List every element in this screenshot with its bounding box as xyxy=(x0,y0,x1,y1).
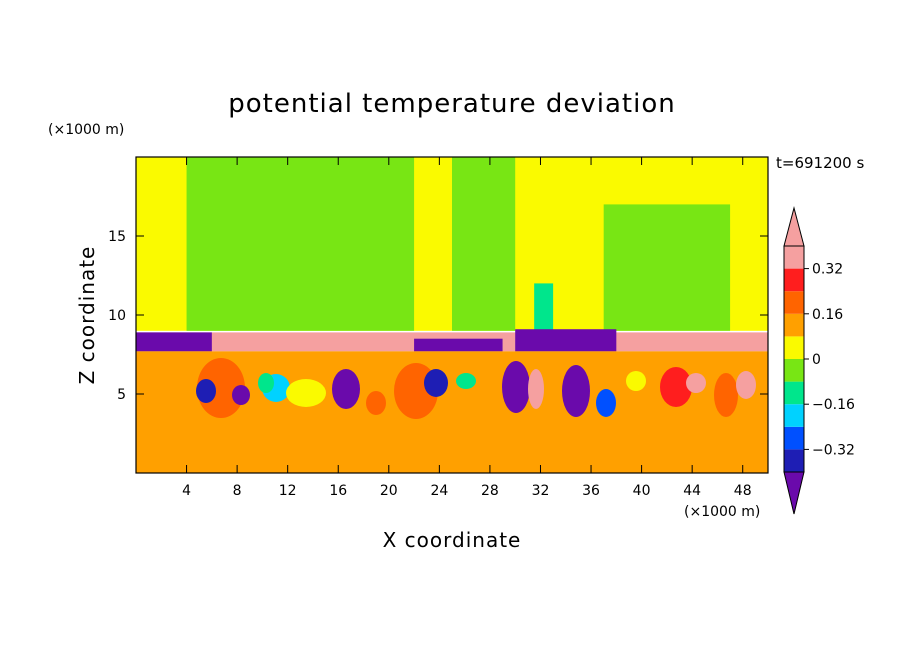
colorbar-segment xyxy=(784,268,804,292)
eddy-6 xyxy=(366,391,386,415)
y-axis: 5 10 15 xyxy=(108,229,768,403)
eddy-18 xyxy=(456,373,476,389)
colorbar-segment xyxy=(784,291,804,314)
y-tick-label: 15 xyxy=(108,229,126,245)
eddy-13 xyxy=(660,367,692,407)
region-upper-right-plume xyxy=(603,204,731,331)
colorbar-label: 0.16 xyxy=(812,307,843,323)
x-tick-label: 40 xyxy=(633,483,651,499)
region-cold-lid-right xyxy=(515,329,617,352)
x-axis-label: X coordinate xyxy=(383,528,522,552)
colorbar-segment xyxy=(784,336,804,359)
eddy-17 xyxy=(258,373,274,393)
colorbar-segment xyxy=(784,449,804,472)
colorbar-segment xyxy=(784,381,804,405)
y-unit-label: (×1000 m) xyxy=(48,122,124,138)
eddy-16 xyxy=(736,371,756,399)
colorbar-label: −0.32 xyxy=(812,442,855,458)
colorbar-extend-bottom xyxy=(783,471,805,515)
eddy-5 xyxy=(332,369,360,409)
x-tick-label: 12 xyxy=(279,483,297,499)
colorbar-segment xyxy=(784,404,804,427)
x-axis: 4 8 12 16 20 24 28 32 36 40 44 48 xyxy=(182,157,752,499)
region-cyan-anomaly xyxy=(534,283,554,331)
x-tick-label: 28 xyxy=(481,483,499,499)
eddy-2 xyxy=(232,385,250,405)
colorbar-label: −0.16 xyxy=(812,397,855,413)
eddy-0 xyxy=(197,358,245,418)
region-boundary-layer xyxy=(136,351,768,473)
colorbar: 0.32 0.16 0 −0.16 −0.32 xyxy=(783,206,855,515)
chart-title: potential temperature deviation xyxy=(228,89,675,119)
colorbar-label: 0 xyxy=(812,352,821,368)
region-upper-left-plume xyxy=(186,157,415,331)
x-tick-label: 32 xyxy=(532,483,550,499)
eddy-14 xyxy=(686,373,706,393)
colorbar-segment xyxy=(784,313,804,337)
y-axis-label: Z coordinate xyxy=(75,246,99,385)
colorbar-segment xyxy=(784,359,804,382)
colorbar-extend-top xyxy=(783,206,805,247)
colorbar-label: 0.32 xyxy=(812,262,843,278)
colorbar-segment xyxy=(784,246,804,269)
x-tick-label: 44 xyxy=(683,483,701,499)
x-tick-label: 36 xyxy=(582,483,600,499)
x-tick-label: 4 xyxy=(182,483,191,499)
region-cold-lid-left xyxy=(136,332,212,352)
time-label: t=691200 s xyxy=(776,154,864,172)
eddy-1 xyxy=(196,379,216,403)
eddy-4 xyxy=(286,379,326,407)
y-tick-label: 10 xyxy=(108,308,126,324)
region-cold-lid-mid xyxy=(414,338,503,352)
eddy-15 xyxy=(714,373,738,417)
plot-area xyxy=(136,157,768,473)
eddy-10 xyxy=(528,369,544,409)
eddy-8 xyxy=(424,369,448,397)
x-tick-label: 20 xyxy=(380,483,398,499)
x-tick-label: 8 xyxy=(233,483,242,499)
eddy-12 xyxy=(596,389,616,417)
x-tick-label: 48 xyxy=(734,483,752,499)
eddy-9 xyxy=(502,361,530,413)
x-tick-label: 16 xyxy=(329,483,347,499)
eddy-19 xyxy=(626,371,646,391)
x-unit-label: (×1000 m) xyxy=(684,504,760,520)
eddy-11 xyxy=(562,365,590,417)
colorbar-segment xyxy=(784,426,804,450)
x-tick-label: 24 xyxy=(430,483,448,499)
region-upper-mid-plume xyxy=(452,157,516,331)
y-tick-label: 5 xyxy=(117,387,126,403)
